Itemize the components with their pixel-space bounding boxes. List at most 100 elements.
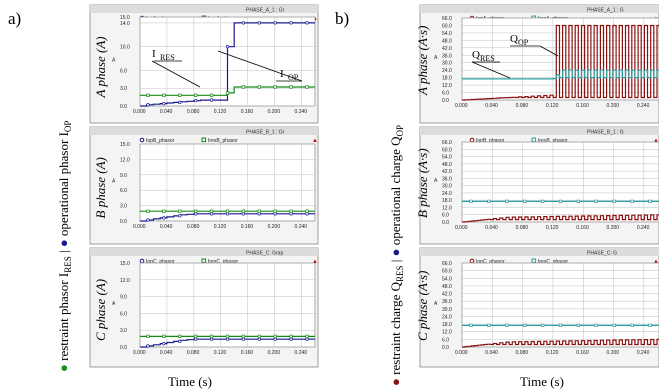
data-point <box>178 214 182 218</box>
data-point <box>540 323 545 328</box>
charts-group: PHASE_A_1 : GrIopA_phasorIresA_phasor▲0.… <box>89 4 659 368</box>
y-unit-tick: A <box>434 301 438 307</box>
y-tick-label: 6.0 <box>442 91 449 97</box>
y-labels-group: ● restraint phasor IRES | ● operational … <box>56 121 405 386</box>
y-tick-label: 9.0 <box>120 295 127 301</box>
x-tick-label: 0.200 <box>607 225 620 231</box>
data-point <box>305 212 309 216</box>
y-tick-label: 15.0 <box>120 142 130 148</box>
y-tick-label: 30.0 <box>442 61 452 67</box>
legend-label-op: IopB_phasor <box>476 138 505 144</box>
data-point <box>257 212 261 216</box>
chart-panel-1: PHASE_B_1 : Gr IopB_phasor IresB_phasor ▲ 0.… <box>89 126 319 245</box>
y-tick-label: 0.0 <box>120 219 127 225</box>
data-point <box>194 337 198 341</box>
data-point <box>257 209 261 213</box>
legend-label-res: IresC_phasor <box>538 259 568 265</box>
combined-ylabel-sym_op: ● operational phasor I <box>56 132 71 247</box>
panel-ylabel: B phase (A) <box>93 157 108 218</box>
y-unit-tick: A <box>112 301 116 307</box>
chart-panel-5: PHASE_C: G IopC_phasor IresC_phasor ▲ 0.000 0… <box>415 247 659 368</box>
x-tick-label: 0.160 <box>241 224 254 230</box>
y-tick-label: 48.0 <box>442 162 452 168</box>
data-point <box>469 199 473 204</box>
panel-header: PHASE_C: Grap <box>246 251 283 257</box>
y-tick-label: 48.0 <box>442 284 452 290</box>
annotation-res-sub: RES <box>160 53 175 62</box>
y-tick-label: 3.0 <box>120 204 127 210</box>
y-tick-label: 60.0 <box>442 269 452 275</box>
x-axis-label-left: Time (s) <box>168 374 212 389</box>
combined-ylabel-text-part: restraint phasor I <box>56 273 71 364</box>
data-point <box>194 212 198 216</box>
y-tick-label: 0.0 <box>120 104 127 110</box>
data-point <box>225 337 230 341</box>
data-point <box>241 337 246 341</box>
data-point <box>241 212 246 216</box>
panel-a-label: a) <box>8 9 21 28</box>
x-tick-label: 0.120 <box>214 224 227 230</box>
data-point <box>576 199 581 204</box>
combined-ylabel-text: ● restraint charge QRES | ● operational … <box>388 125 405 386</box>
panel-ylabel: C phase (A·s) <box>415 271 430 341</box>
data-point <box>289 85 293 89</box>
chart-panel-3: PHASE_A_1 : GIopA_phasorIresA_phasor▲0.0… <box>415 4 659 124</box>
series-line-op <box>462 214 659 223</box>
x-tick-label: 0.240 <box>637 225 650 231</box>
data-point <box>273 337 277 341</box>
data-point <box>194 93 198 97</box>
x-tick-label: 0.080 <box>187 109 200 115</box>
panel-ylabel: A phase (A) <box>93 36 108 98</box>
annotation-res: Q <box>472 49 480 61</box>
data-point <box>630 199 634 204</box>
panel-header: PHASE_B_1 : G <box>587 130 624 136</box>
panel-ylabel: A phase (A·s) <box>415 26 430 96</box>
annotation-op: Q <box>510 33 518 45</box>
data-point <box>241 85 246 89</box>
data-point <box>162 93 166 97</box>
y-tick-label: 3.0 <box>120 328 127 334</box>
y-tick-label: 10.0 <box>120 45 130 51</box>
y-tick-label: 66.0 <box>442 140 452 146</box>
y-tick-label: 48.0 <box>442 38 452 44</box>
data-point <box>225 334 230 339</box>
y-tick-label: 9.0 <box>120 173 127 179</box>
data-point <box>162 101 166 106</box>
data-point <box>487 323 491 328</box>
series-line-op <box>140 22 315 107</box>
panel-titlebar <box>90 127 318 135</box>
y-tick-label: 6.0 <box>120 188 127 194</box>
combined-ylabel-text-part: operational charge Q <box>388 136 403 249</box>
data-point <box>209 212 214 216</box>
legend-dot-icon: ● <box>56 239 71 247</box>
legend-marker-res <box>531 258 537 264</box>
y-unit-tick: A <box>112 58 116 64</box>
x-axis-label-right: Time (s) <box>520 374 564 389</box>
legend-alert-icon: ▲ <box>312 259 318 265</box>
y-unit-tick: A <box>112 179 116 185</box>
x-tick-label: 0.040 <box>160 109 173 115</box>
x-tick-label: 0.160 <box>576 350 589 356</box>
x-tick-label: 0.160 <box>576 103 589 109</box>
x-tick-label: 0.240 <box>295 350 308 356</box>
data-point <box>523 323 527 328</box>
x-tick-label: 0.160 <box>241 350 254 356</box>
x-tick-label: 0.000 <box>455 103 468 109</box>
legend-marker-res <box>201 258 207 264</box>
data-point <box>178 339 182 344</box>
x-tick-label: 0.120 <box>214 109 227 115</box>
y-tick-label: 0.0 <box>442 98 449 104</box>
y-tick-label: 12.0 <box>442 330 452 336</box>
y-tick-label: 66.0 <box>442 261 452 267</box>
combined-ylabel: ● restraint charge QRES | ● operational … <box>388 125 405 386</box>
data-point <box>558 323 563 328</box>
legend-alert-icon: ▲ <box>653 138 659 144</box>
data-point <box>505 199 509 204</box>
data-point <box>648 199 652 204</box>
x-tick-label: 0.000 <box>455 225 468 231</box>
data-point <box>289 21 293 25</box>
data-point <box>540 199 545 204</box>
data-point <box>178 209 182 213</box>
data-point <box>469 323 473 328</box>
